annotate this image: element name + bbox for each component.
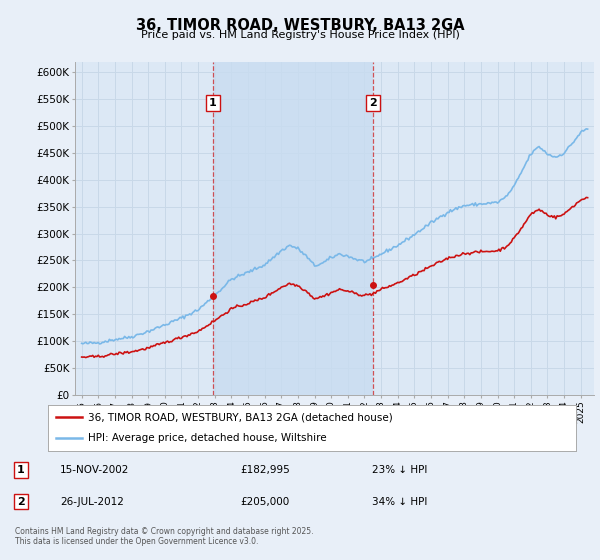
Text: 34% ↓ HPI: 34% ↓ HPI (372, 497, 427, 507)
Text: £182,995: £182,995 (240, 465, 290, 475)
Text: Price paid vs. HM Land Registry's House Price Index (HPI): Price paid vs. HM Land Registry's House … (140, 30, 460, 40)
Text: 2: 2 (17, 497, 25, 507)
Text: 36, TIMOR ROAD, WESTBURY, BA13 2GA (detached house): 36, TIMOR ROAD, WESTBURY, BA13 2GA (deta… (88, 412, 392, 422)
Text: 36, TIMOR ROAD, WESTBURY, BA13 2GA: 36, TIMOR ROAD, WESTBURY, BA13 2GA (136, 18, 464, 34)
Text: 1: 1 (209, 98, 217, 108)
Text: 1: 1 (17, 465, 25, 475)
Text: 2: 2 (370, 98, 377, 108)
Text: 26-JUL-2012: 26-JUL-2012 (60, 497, 124, 507)
Bar (213, 62, 373, 395)
Text: Contains HM Land Registry data © Crown copyright and database right 2025.
This d: Contains HM Land Registry data © Crown c… (15, 526, 314, 546)
Text: £205,000: £205,000 (240, 497, 289, 507)
Text: 23% ↓ HPI: 23% ↓ HPI (372, 465, 427, 475)
Text: HPI: Average price, detached house, Wiltshire: HPI: Average price, detached house, Wilt… (88, 433, 326, 444)
Text: 15-NOV-2002: 15-NOV-2002 (60, 465, 130, 475)
